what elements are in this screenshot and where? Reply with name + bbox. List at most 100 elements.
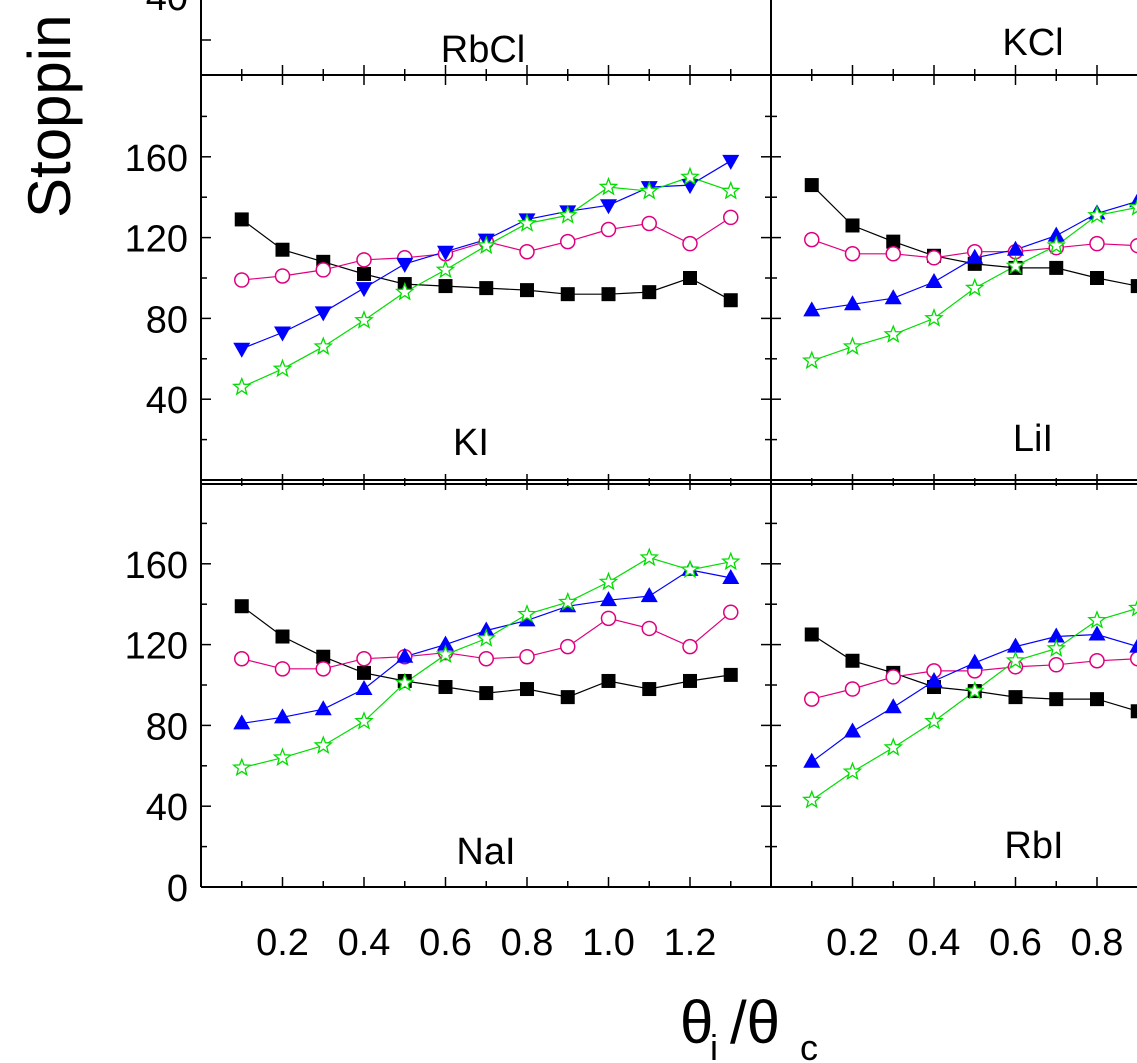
panel-series-group [231,547,741,777]
data-point-square [601,673,616,688]
data-point-triangle-up [1047,226,1065,242]
data-point-triangle-up [1088,625,1106,641]
y-tick-label: 160 [125,138,188,180]
data-point-star [1046,235,1067,255]
data-point-square [683,271,697,285]
data-point-circle [600,221,617,238]
y-tick-label: 0 [167,868,188,910]
data-point-star [720,551,741,571]
data-point-star [964,277,985,297]
data-point-square [520,682,534,697]
data-point-star [680,166,700,186]
data-point-triangle-up [314,700,332,716]
data-point-square [642,285,657,300]
tick-labels: 0 40 40 80 80 120 120 160 160 40 0.2 0.2 0.4 0.4 0.6 0.… [125,0,1124,964]
data-point-circle [804,691,820,707]
data-point-square [723,293,738,308]
data-point-circle [315,661,331,677]
y-tick-label: 120 [125,626,188,668]
data-point-star [476,235,497,255]
data-point-star [557,205,578,224]
data-point-square [723,667,738,682]
data-point-square [479,686,494,701]
data-point-circle [641,620,657,637]
data-point-star [720,180,741,200]
data-point-square [520,283,534,298]
data-point-triangle-down [396,257,414,273]
data-point-star [680,559,700,579]
data-point-triangle-down [355,282,373,298]
panel-label-rbi: RbI [1004,825,1063,867]
data-point-circle [234,272,250,288]
data-point-circle [885,669,901,685]
x-tick-label: 0.2 [826,922,879,964]
data-point-triangle-down [274,326,291,342]
data-point-star [231,757,252,777]
y-tick-label: 40 [146,0,188,19]
data-point-star [598,176,619,196]
y-tick-label: 80 [146,706,188,748]
data-point-square [357,266,371,281]
data-point-star [394,672,415,692]
x-tick-label: 0.8 [1071,922,1124,964]
data-point-circle [356,252,372,268]
x-axis-title-sub-i: i [710,1027,718,1063]
data-point-circle [478,650,494,667]
y-tick-label: 40 [146,787,188,829]
data-point-circle [560,233,576,250]
data-point-circle [1130,651,1137,667]
panel-label-nai: NaI [456,831,515,873]
data-point-circle [1089,235,1105,252]
x-tick-label: 0.8 [501,922,554,964]
data-point-star [1087,610,1107,629]
y-tick-label: 80 [146,299,188,341]
data-point-circle [560,638,576,655]
panel-series-group [801,599,1137,809]
data-point-triangle-down [722,154,740,170]
data-point-circle [600,610,617,627]
data-point-circle [926,250,942,266]
data-point-star [639,180,660,200]
x-tick-label: 0.6 [989,922,1042,964]
data-point-star [354,711,374,730]
series-line [811,184,1137,287]
y-tick-label: 40 [146,380,188,422]
data-point-circle [356,650,372,667]
data-point-circle [1130,237,1137,254]
data-point-triangle-up [722,568,740,584]
data-point-triangle-up [233,714,251,730]
y-tick-label: 160 [125,545,188,587]
data-point-circle [641,215,657,232]
data-point-star [272,747,293,767]
series-line [811,633,1137,763]
data-point-circle [885,246,901,262]
data-point-star [801,789,822,809]
data-point-star [1127,199,1137,216]
data-point-star [354,310,374,329]
data-point-triangle-up [274,708,291,724]
data-point-star [313,735,334,754]
data-point-square [316,649,331,664]
x-tick-label: 1.0 [582,922,635,964]
x-axis-title: θ i /θ c [680,989,818,1063]
x-tick-label: 0.6 [419,922,472,964]
data-point-circle [519,243,535,260]
panel-series-group [231,154,741,396]
x-axis-title-theta: θ [680,989,713,1056]
data-point-star [842,761,863,781]
data-point-circle [844,246,861,262]
data-point-star [476,628,497,647]
x-axis-title-sub-c: c [800,1027,818,1063]
data-point-circle [1089,653,1105,669]
data-point-star [801,350,822,370]
data-point-triangle-up [966,653,984,669]
data-point-star [231,376,252,396]
data-point-circle [723,604,739,621]
data-point-square [683,673,697,688]
data-point-circle [1048,657,1064,673]
data-point-square [1090,271,1104,285]
data-point-triangle-up [925,273,943,289]
data-point-square [438,680,453,695]
data-point-circle [234,650,250,667]
